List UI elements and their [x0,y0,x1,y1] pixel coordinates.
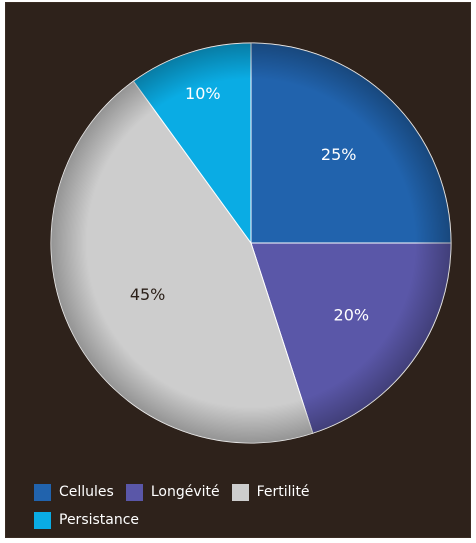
legend-label-fertilite: Fertilité [256,484,310,500]
legend-swatch-longevite [125,483,143,501]
pie-data-labels: 25% 20% 45% 10% [130,84,369,324]
legend-label-cellules: Cellules [59,484,114,500]
pie-label-fertilite: 45% [130,285,166,304]
pie-label-cellules: 25% [321,145,357,164]
pie-label-longevite: 20% [334,305,370,324]
legend-item-longevite: Longévité [125,483,220,501]
legend-swatch-fertilite [231,483,249,501]
chart-panel: 25% 20% 45% 10% Cellules Longévité Fertilit… [5,2,471,538]
legend-item-fertilite: Fertilité [231,483,310,501]
pie-chart: 25% 20% 45% 10% [50,42,452,444]
legend: Cellules Longévité Fertilité Persistance [34,483,464,539]
legend-label-longevite: Longévité [150,484,220,500]
pie-slice-cellules [250,42,452,244]
legend-swatch-persistance [34,511,51,529]
legend-item-persistance: Persistance [34,511,140,529]
legend-item-cellules: Cellules [34,483,114,501]
legend-label-persistance: Persistance [59,512,140,528]
pie-slices [50,42,452,444]
legend-row-1: Cellules Longévité Fertilité [34,483,464,501]
legend-row-2: Persistance [34,511,464,529]
legend-swatch-cellules [34,483,51,501]
pie-label-persistance: 10% [185,84,221,103]
